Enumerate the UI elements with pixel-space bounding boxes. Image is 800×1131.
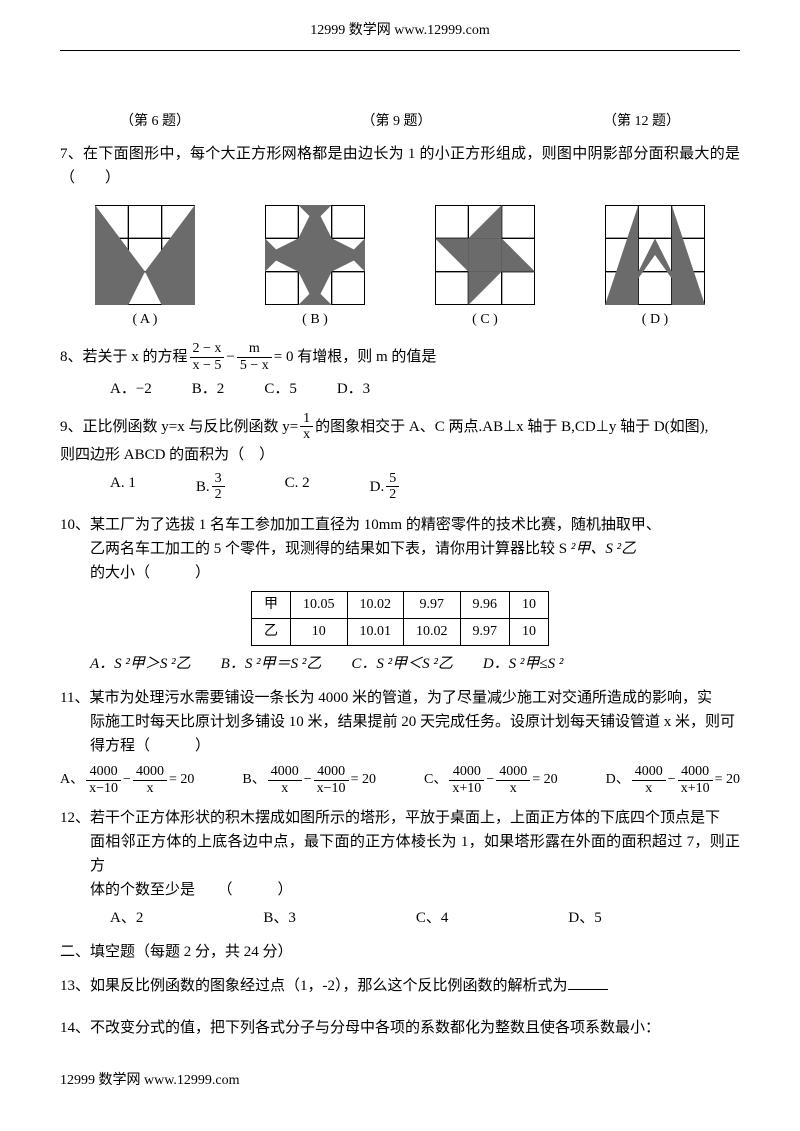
question-13: 13、如果反比例函数的图象经过点（1，-2），那么这个反比例函数的解析式为 <box>60 974 740 998</box>
q12-opt-c: C、4 <box>416 906 449 930</box>
q12-opt-b: B、3 <box>263 906 296 930</box>
q11-opt-d: D、 4000x − 4000x+10 = 20 <box>606 764 740 796</box>
q9-prefix: 9、正比例函数 y=x 与反比例函数 y= <box>60 415 298 439</box>
question-7: 7、在下面图形中，每个大正方形网格都是由边长为 1 的小正方形组成，则图中阴影部… <box>60 142 740 331</box>
q9-opt-d: D. 52 <box>370 471 400 503</box>
q8-options: A．−2 B．2 C．5 D．3 <box>60 377 740 401</box>
q10-options: A．S ²甲＞S ²乙 B．S ²甲＝S ²乙 C．S ²甲＜S ²乙 D．S … <box>60 652 740 676</box>
q8-opt-b: B．2 <box>192 377 225 401</box>
q12-options: A、2 B、3 C、4 D、5 <box>60 906 740 930</box>
q10-line2: 乙两名车工加工的 5 个零件，现测得的结果如下表，请你用计算器比较 S ²甲、S… <box>60 537 740 561</box>
q7-label-c: ( C ) <box>472 309 498 331</box>
q13-text: 13、如果反比例函数的图象经过点（1，-2），那么这个反比例函数的解析式为 <box>60 978 568 994</box>
section-2-title: 二、填空题（每题 2 分，共 24 分） <box>60 940 740 964</box>
q10-line1: 10、某工厂为了选拔 1 名车工参加加工直径为 10mm 的精密零件的技术比赛，… <box>60 513 740 537</box>
question-8: 8、若关于 x 的方程 2 − xx − 5 − m5 − x = 0 有增根，… <box>60 341 740 401</box>
ref-q9: （第 9 题） <box>362 111 432 133</box>
q10-table: 甲 10.05 10.02 9.97 9.96 10 乙 10 10.01 10… <box>251 591 549 647</box>
q14-text: 14、不改变分式的值，把下列各式分子与分母中各项的系数都化为整数且使各项系数最小… <box>60 1020 660 1036</box>
q7-fig-c: ( C ) <box>435 205 535 331</box>
q9-line1: 9、正比例函数 y=x 与反比例函数 y= 1x 的图象相交于 A、C 两点.A… <box>60 411 708 443</box>
q10-line3: 的大小（ ） <box>60 561 740 585</box>
q10-opt-a: A．S ²甲＞S ²乙 <box>90 652 191 676</box>
q8-opt-d: D．3 <box>337 377 370 401</box>
q8-frac-b: m5 − x <box>237 341 272 373</box>
q11-line3: 得方程（ ） <box>60 734 740 758</box>
grid-d-icon <box>605 205 705 305</box>
q11-line2: 际施工时每天比原计划多铺设 10 米，结果提前 20 天完成任务。设原计划每天铺… <box>60 710 740 734</box>
q9-opt-b: B. 32 <box>196 471 225 503</box>
q7-label-a: ( A ) <box>133 309 158 331</box>
q11-line1: 11、某市为处理污水需要铺设一条长为 4000 米的管道，为了尽量减少施工对交通… <box>60 686 740 710</box>
q8-opt-c: C．5 <box>264 377 297 401</box>
page-footer: 12999 数学网 www.12999.com <box>60 1070 740 1092</box>
question-11: 11、某市为处理污水需要铺设一条长为 4000 米的管道，为了尽量减少施工对交通… <box>60 686 740 796</box>
q11-opt-a: A、 4000x−10 − 4000x = 20 <box>60 764 194 796</box>
q10-opt-d: D．S ²甲≤S ² <box>483 652 564 676</box>
q8-opt-a: A．−2 <box>110 377 152 401</box>
question-10: 10、某工厂为了选拔 1 名车工参加加工直径为 10mm 的精密零件的技术比赛，… <box>60 513 740 677</box>
q8-text: 8、若关于 x 的方程 2 − xx − 5 − m5 − x = 0 有增根，… <box>60 341 436 373</box>
q7-fig-b: ( B ) <box>265 205 365 331</box>
q7-label-b: ( B ) <box>302 309 328 331</box>
page-header: 12999 数学网 www.12999.com <box>60 20 740 42</box>
q11-options: A、 4000x−10 − 4000x = 20 B、 4000x − 4000… <box>60 764 740 796</box>
q12-line2: 面相邻正方体的上底各边中点，最下面的正方体棱长为 1，如果塔形露在外面的面积超过… <box>60 830 740 878</box>
grid-a-icon <box>95 205 195 305</box>
ref-q6: （第 6 题） <box>120 111 190 133</box>
table-row: 甲 10.05 10.02 9.97 9.96 10 <box>252 591 549 618</box>
q8-prefix: 8、若关于 x 的方程 <box>60 345 188 369</box>
q9-mid: 的图象相交于 A、C 两点.AB⊥x 轴于 B,CD⊥y 轴于 D(如图), <box>315 415 708 439</box>
grid-b-icon <box>265 205 365 305</box>
q12-opt-a: A、2 <box>110 906 143 930</box>
q9-frac: 1x <box>300 411 313 443</box>
q8-minus: − <box>226 345 234 369</box>
q10-opt-c: C．S ²甲＜S ²乙 <box>351 652 453 676</box>
table-row: 乙 10 10.01 10.02 9.97 10 <box>252 618 549 645</box>
q13-blank <box>568 989 608 990</box>
q12-line1: 12、若干个正方体形状的积木摆成如图所示的塔形，平放于桌面上，上面正方体的下底四… <box>60 806 740 830</box>
q7-fig-a: ( A ) <box>95 205 195 331</box>
q10-opt-b: B．S ²甲＝S ²乙 <box>221 652 322 676</box>
q7-label-d: ( D ) <box>642 309 668 331</box>
q7-fig-d: ( D ) <box>605 205 705 331</box>
q11-opt-b: B、 4000x − 4000x−10 = 20 <box>242 764 376 796</box>
q9-opt-a: A. 1 <box>110 471 136 503</box>
header-divider <box>60 50 740 51</box>
q9-line2: 则四边形 ABCD 的面积为（ ） <box>60 443 740 467</box>
question-9: 9、正比例函数 y=x 与反比例函数 y= 1x 的图象相交于 A、C 两点.A… <box>60 411 740 503</box>
ref-q12: （第 12 题） <box>603 111 680 133</box>
q8-frac-a: 2 − xx − 5 <box>190 341 225 373</box>
q7-figures: ( A ) ( B ) <box>60 205 740 331</box>
grid-c-icon <box>435 205 535 305</box>
q7-text: 7、在下面图形中，每个大正方形网格都是由边长为 1 的小正方形组成，则图中阴影部… <box>60 142 740 190</box>
topic-refs: （第 6 题） （第 9 题） （第 12 题） <box>60 111 740 133</box>
q9-options: A. 1 B. 32 C. 2 D. 52 <box>60 471 740 503</box>
q8-suffix: = 0 有增根，则 m 的值是 <box>274 345 437 369</box>
question-14: 14、不改变分式的值，把下列各式分子与分母中各项的系数都化为整数且使各项系数最小… <box>60 1016 740 1040</box>
q9-opt-c: C. 2 <box>285 471 310 503</box>
q11-opt-c: C、 4000x+10 − 4000x = 20 <box>424 764 558 796</box>
q12-opt-d: D、5 <box>568 906 601 930</box>
question-12: 12、若干个正方体形状的积木摆成如图所示的塔形，平放于桌面上，上面正方体的下底四… <box>60 806 740 930</box>
q12-line3: 体的个数至少是 （ ） <box>60 878 740 902</box>
